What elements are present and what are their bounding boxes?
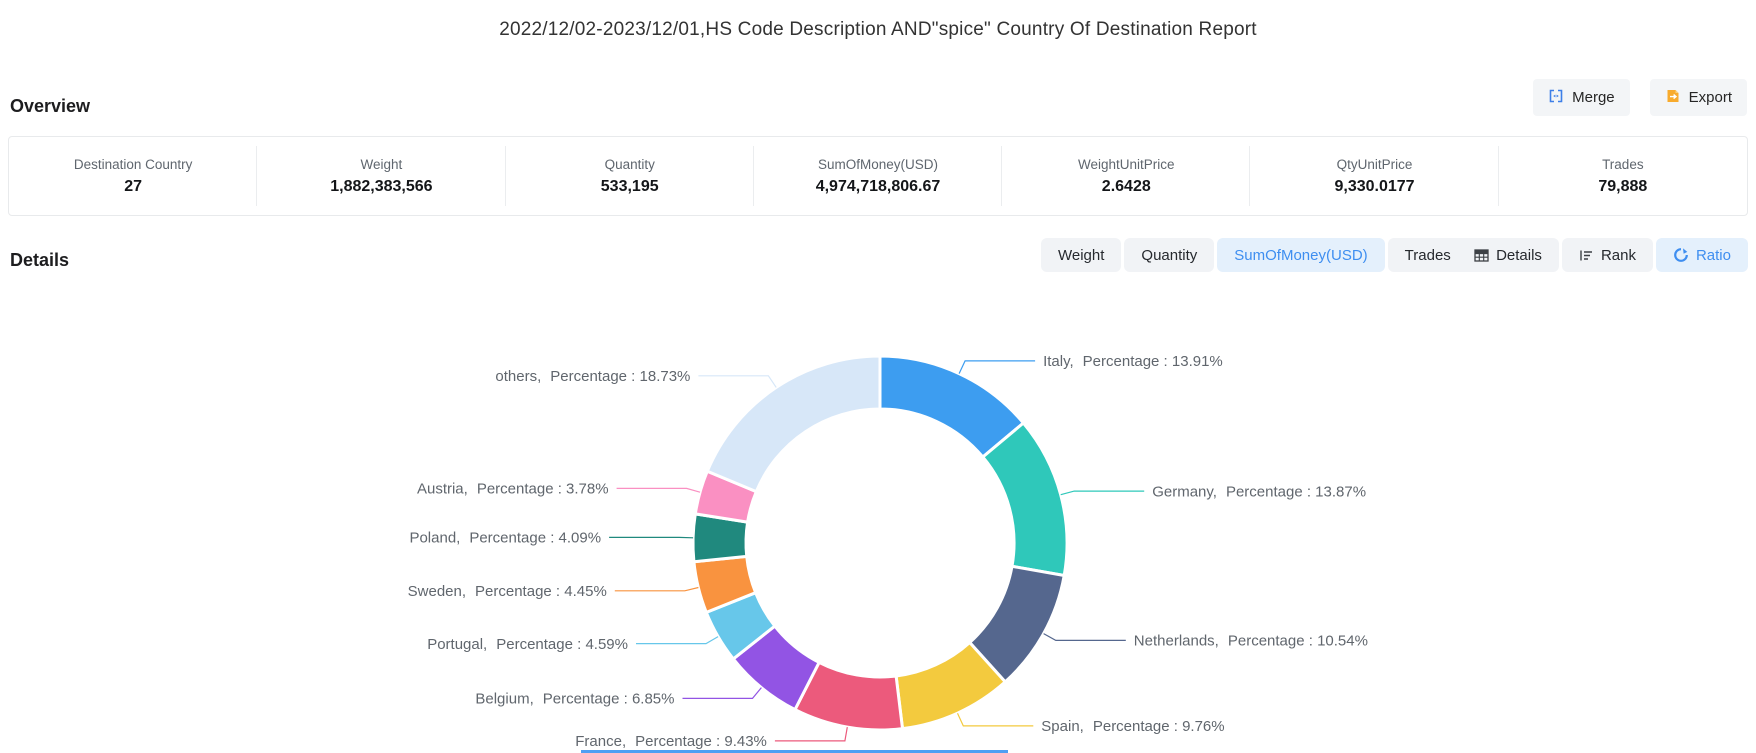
stat-value: 79,888 [1598,178,1647,196]
stat-trades: Trades 79,888 [1499,137,1747,215]
pie-label-france: France,Percentage : 9.43% [575,733,767,750]
pie-label-line-austria [617,488,700,492]
pie-label-line-germany [1061,491,1145,495]
stat-value: 4,974,718,806.67 [816,178,941,196]
tab-label: Rank [1601,247,1636,264]
stat-value: 533,195 [601,178,659,196]
tab-label: Details [1496,247,1542,264]
metric-tab-quantity[interactable]: Quantity [1124,238,1214,272]
pie-label-spain: Spain,Percentage : 9.76% [1041,718,1224,735]
pie-label-belgium: Belgium,Percentage : 6.85% [475,691,674,708]
donut-chart: Italy,Percentage : 13.91% Germany,Percent… [0,295,1756,753]
details-heading: Details [10,250,69,271]
stat-value: 2.6428 [1102,178,1151,196]
pie-label-austria: Austria,Percentage : 3.78% [417,481,609,498]
tab-label: SumOfMoney(USD) [1234,247,1367,264]
metric-tabs: Weight Quantity SumOfMoney(USD) Trades [1041,238,1468,272]
view-tab-details[interactable]: Details [1457,238,1559,272]
pie-label-poland: Poland,Percentage : 4.09% [409,530,601,547]
merge-button[interactable]: Merge [1533,79,1630,116]
pie-slice-germany[interactable] [983,423,1067,576]
tab-label: Ratio [1696,247,1731,264]
overview-heading: Overview [10,96,90,117]
table-icon [1474,248,1489,263]
pie-label-line-netherlands [1044,634,1126,641]
overview-stats-card: Destination Country 27 Weight 1,882,383,566… [8,136,1748,216]
export-button-label: Export [1689,89,1732,106]
stat-label: WeightUnitPrice [1078,157,1175,172]
pie-label-sweden: Sweden,Percentage : 4.45% [408,583,607,600]
stat-sumofmoney-usd: SumOfMoney(USD) 4,974,718,806.67 [754,137,1002,215]
stat-label: Destination Country [74,157,193,172]
metric-tab-weight[interactable]: Weight [1041,238,1121,272]
stat-weight: Weight 1,882,383,566 [257,137,505,215]
ratio-icon [1673,247,1689,263]
stat-label: QtyUnitPrice [1337,157,1413,172]
export-button[interactable]: Export [1650,79,1747,116]
tab-label: Quantity [1141,247,1197,264]
metric-tab-sumofmoney-usd[interactable]: SumOfMoney(USD) [1217,238,1384,272]
pie-label-line-sweden [615,588,699,591]
metric-tab-trades[interactable]: Trades [1388,238,1468,272]
pie-label-line-portugal [636,637,718,644]
tab-label: Trades [1405,247,1451,264]
pie-label-portugal: Portugal,Percentage : 4.59% [427,636,628,653]
stat-label: Weight [361,157,403,172]
stat-value: 1,882,383,566 [330,178,432,196]
pie-label-line-others [698,376,776,388]
stat-label: SumOfMoney(USD) [818,157,938,172]
export-icon [1665,88,1681,108]
pie-label-others: others,Percentage : 18.73% [495,368,690,385]
stat-label: Trades [1602,157,1644,172]
tab-label: Weight [1058,247,1104,264]
stat-quantity: Quantity 533,195 [506,137,754,215]
stat-value: 9,330.0177 [1335,178,1415,196]
pie-label-netherlands: Netherlands,Percentage : 10.54% [1134,633,1368,650]
top-actions: Merge Export [1533,79,1747,116]
pie-label-line-france [775,727,847,741]
pie-label-line-spain [958,713,1034,726]
view-tabs: Details Rank Ratio [1457,238,1748,272]
page-title: 2022/12/02-2023/12/01,HS Code Descriptio… [0,19,1756,41]
pie-label-line-italy [959,361,1035,374]
pie-label-line-belgium [683,688,762,699]
stat-value: 27 [124,178,142,196]
stat-destination-country: Destination Country 27 [9,137,257,215]
stat-weightunitprice: WeightUnitPrice 2.6428 [1002,137,1250,215]
view-tab-ratio[interactable]: Ratio [1656,238,1748,272]
merge-button-label: Merge [1572,89,1615,106]
merge-icon [1548,88,1564,108]
rank-icon [1579,248,1594,263]
pie-label-italy: Italy,Percentage : 13.91% [1043,353,1223,370]
pie-label-germany: Germany,Percentage : 13.87% [1152,483,1366,500]
view-tab-rank[interactable]: Rank [1562,238,1653,272]
stat-qtyunitprice: QtyUnitPrice 9,330.0177 [1250,137,1498,215]
stat-label: Quantity [605,157,655,172]
